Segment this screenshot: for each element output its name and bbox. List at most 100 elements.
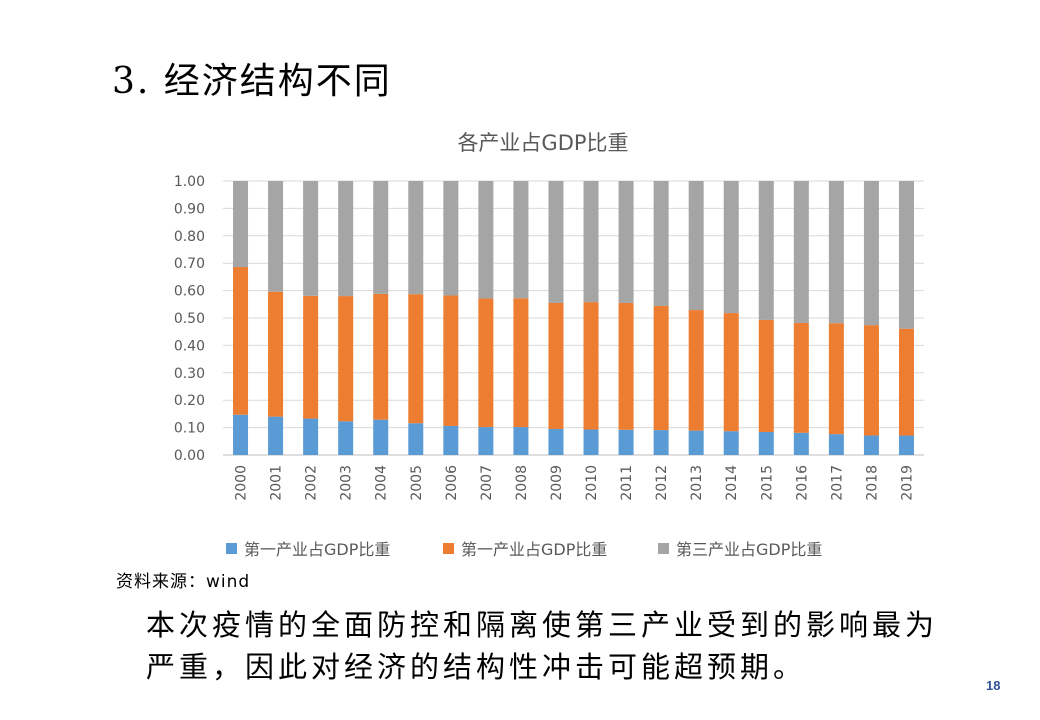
body-text: 本次疫情的全面防控和隔离使第三产业受到的影响最为严重，因此对经济的结构性冲击可能… bbox=[146, 608, 939, 684]
bar-segment bbox=[653, 181, 669, 306]
y-tick-label: 0.30 bbox=[174, 366, 205, 382]
bar-segment bbox=[898, 328, 914, 436]
bar-segment bbox=[793, 181, 809, 323]
x-tick-label: 2006 bbox=[444, 465, 460, 501]
x-tick-label: 2016 bbox=[794, 465, 810, 501]
x-tick-label: 2019 bbox=[899, 465, 915, 501]
y-tick-label: 0.10 bbox=[174, 421, 205, 437]
y-tick-label: 0.60 bbox=[174, 284, 205, 300]
stacked-bar-chart: 各产业占GDP比重 0.000.100.200.300.400.500.600.… bbox=[174, 131, 924, 559]
legend-swatch bbox=[443, 543, 454, 554]
bar-segment bbox=[653, 430, 669, 455]
bar-segment bbox=[793, 322, 809, 433]
bar-segment bbox=[303, 418, 319, 455]
x-tick-label: 2012 bbox=[654, 465, 670, 501]
bar-segment bbox=[408, 294, 424, 424]
bar-segment bbox=[478, 181, 494, 299]
x-tick-label: 2007 bbox=[479, 465, 495, 501]
bar-segment bbox=[478, 427, 494, 455]
bar-segment bbox=[863, 181, 879, 326]
bar-segment bbox=[583, 302, 599, 430]
bar-segment bbox=[548, 302, 564, 429]
bar-segment bbox=[233, 181, 249, 268]
bar-segment bbox=[373, 419, 389, 455]
bar-segment bbox=[268, 416, 284, 455]
y-tick-label: 0.90 bbox=[174, 201, 205, 217]
x-tick-label: 2011 bbox=[619, 465, 635, 501]
bar-segment bbox=[898, 435, 914, 455]
bar-segment bbox=[443, 295, 459, 426]
y-tick-label: 0.80 bbox=[174, 229, 205, 245]
bar-segment bbox=[513, 298, 529, 428]
y-tick-label: 0.70 bbox=[174, 256, 205, 272]
x-tick-label: 2015 bbox=[759, 465, 775, 501]
x-tick-label: 2003 bbox=[339, 465, 355, 501]
bar-segment bbox=[443, 425, 459, 455]
bar-segment bbox=[338, 181, 354, 297]
legend-swatch bbox=[226, 543, 237, 554]
bar-segment bbox=[828, 181, 844, 324]
y-tick-label: 0.50 bbox=[174, 311, 205, 327]
bar-segment bbox=[828, 434, 844, 455]
bar-segment bbox=[373, 293, 389, 420]
x-axis-ticks: 2000 2001 2002 2003 2004 2005 2006 2007 2008 2009… bbox=[234, 465, 916, 501]
y-tick-label: 0.00 bbox=[174, 448, 205, 464]
bar-segment bbox=[583, 429, 599, 455]
y-tick-label: 0.40 bbox=[174, 338, 205, 354]
legend-swatch bbox=[658, 543, 669, 554]
bar-segment bbox=[478, 298, 494, 428]
x-tick-label: 2010 bbox=[584, 465, 600, 501]
x-tick-label: 2018 bbox=[864, 465, 880, 501]
bar-segment bbox=[268, 291, 284, 417]
bar-segment bbox=[548, 428, 564, 455]
bar-segment bbox=[898, 181, 914, 329]
bar-segment bbox=[513, 427, 529, 455]
bar-segment bbox=[793, 432, 809, 455]
bar-segment bbox=[723, 181, 739, 314]
bar-segment bbox=[758, 319, 774, 432]
x-tick-label: 2000 bbox=[234, 465, 250, 501]
x-tick-label: 2009 bbox=[549, 465, 565, 501]
bar-segment bbox=[653, 305, 669, 431]
bar-segment bbox=[338, 421, 354, 455]
bar-segment bbox=[828, 323, 844, 435]
bar-segment bbox=[618, 181, 634, 303]
bar-segment bbox=[863, 325, 879, 436]
x-tick-label: 2014 bbox=[724, 465, 740, 501]
x-tick-label: 2008 bbox=[514, 465, 530, 501]
bar-segment bbox=[688, 430, 704, 455]
data-source-note: 资料来源：wind bbox=[116, 572, 251, 592]
bar-segment bbox=[618, 302, 634, 430]
y-axis-ticks: 0.00 0.10 0.20 0.30 0.40 0.50 0.60 0.70 0.80 0.90… bbox=[174, 174, 205, 464]
legend-label: 第一产业占GDP比重 bbox=[244, 540, 390, 559]
bar-segment bbox=[513, 181, 529, 299]
page-number: 18 bbox=[986, 678, 1001, 693]
bar-segment bbox=[863, 435, 879, 455]
bar-segment bbox=[408, 181, 424, 295]
bar-segment bbox=[723, 313, 739, 432]
x-tick-label: 2017 bbox=[829, 465, 845, 501]
slide-title: 3. 经济结构不同 bbox=[112, 61, 392, 102]
bar-segment bbox=[688, 310, 704, 431]
bar-segment bbox=[233, 414, 249, 455]
bar-segment bbox=[688, 181, 704, 311]
bar-segment bbox=[758, 181, 774, 320]
x-tick-label: 2013 bbox=[689, 465, 705, 501]
legend-label: 第一产业占GDP比重 bbox=[461, 540, 607, 559]
bar-segment bbox=[618, 429, 634, 455]
bar-segment bbox=[548, 181, 564, 303]
bar-segment bbox=[758, 431, 774, 455]
y-tick-label: 1.00 bbox=[174, 174, 205, 190]
grid-lines bbox=[223, 180, 924, 456]
bar-segment bbox=[408, 423, 424, 455]
bar-segment bbox=[723, 431, 739, 455]
bar-segment bbox=[373, 181, 389, 294]
bar-segment bbox=[338, 296, 354, 422]
bar-segment bbox=[303, 181, 319, 296]
x-tick-label: 2005 bbox=[409, 465, 425, 501]
x-tick-label: 2001 bbox=[269, 465, 285, 501]
bars bbox=[233, 181, 914, 455]
bar-segment bbox=[303, 295, 319, 419]
legend-label: 第三产业占GDP比重 bbox=[676, 540, 822, 559]
chart-title: 各产业占GDP比重 bbox=[457, 131, 628, 155]
